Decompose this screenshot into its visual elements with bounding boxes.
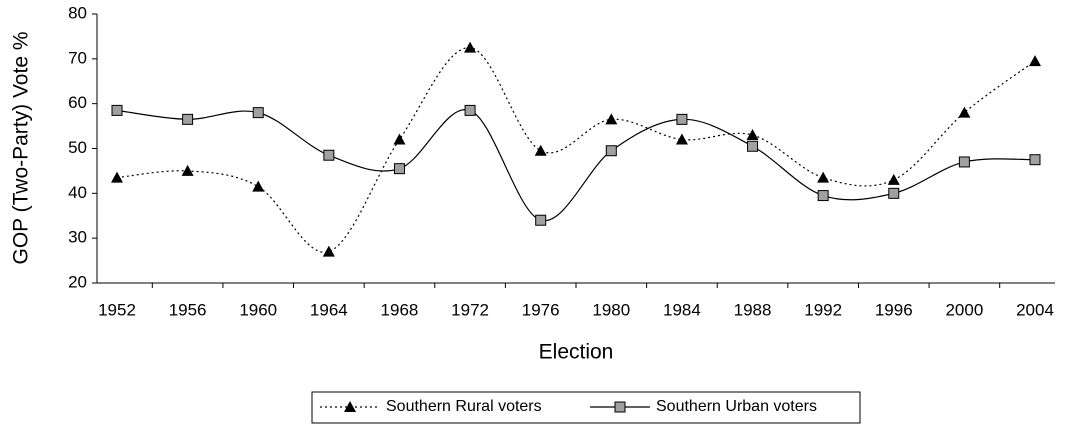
legend-marker [614, 401, 626, 413]
marker [464, 41, 477, 53]
marker [322, 245, 335, 257]
x-tick-label: 1972 [451, 300, 489, 319]
marker [111, 171, 123, 183]
marker [817, 171, 830, 183]
legend-marker [344, 401, 356, 412]
marker [887, 173, 900, 185]
x-tick-label: 1964 [310, 300, 348, 319]
marker [182, 113, 194, 125]
x-tick-label: 1988 [734, 300, 772, 319]
x-axis-label: Election [539, 341, 614, 364]
marker [1029, 55, 1041, 67]
x-tick-label: 1992 [804, 300, 842, 319]
y-tick-label: 80 [68, 3, 87, 22]
x-tick-label: 1984 [663, 300, 701, 319]
series-line [116, 47, 1036, 253]
marker [676, 113, 688, 125]
x-tick-label: 1980 [592, 300, 630, 319]
marker [675, 133, 688, 145]
x-tick-label: 2004 [1016, 300, 1054, 319]
marker [181, 164, 194, 176]
y-tick-label: 70 [68, 48, 87, 67]
y-tick-label: 20 [68, 272, 87, 291]
legend-label: Southern Urban voters [656, 398, 817, 415]
marker [535, 214, 547, 226]
x-tick-label: 1956 [169, 300, 207, 319]
marker [393, 163, 405, 175]
marker [393, 133, 406, 145]
legend-label: Southern Rural voters [386, 398, 542, 415]
series-line [116, 109, 1036, 222]
legend-box [311, 391, 861, 424]
marker [1029, 154, 1041, 166]
y-tick-label: 30 [68, 228, 87, 247]
marker [252, 107, 264, 119]
marker [958, 156, 970, 168]
marker [464, 104, 476, 116]
marker [252, 180, 265, 192]
x-tick-label: 1976 [522, 300, 560, 319]
marker [817, 190, 829, 202]
x-tick-label: 1996 [875, 300, 913, 319]
x-tick-label: 1952 [98, 300, 136, 319]
marker [534, 144, 547, 156]
y-axis-label: GOP (Two-Party) Vote % [10, 31, 33, 264]
y-tick-label: 40 [68, 183, 87, 202]
x-tick-label: 2000 [945, 300, 983, 319]
marker [746, 129, 759, 141]
marker [747, 140, 759, 152]
x-tick-label: 1968 [381, 300, 419, 319]
marker [111, 104, 123, 116]
marker [958, 106, 971, 118]
x-tick-label: 1960 [239, 300, 277, 319]
marker [888, 187, 900, 199]
y-tick-label: 50 [68, 138, 87, 157]
marker [605, 113, 618, 125]
marker [605, 145, 617, 157]
y-tick-label: 60 [68, 93, 87, 112]
marker [323, 149, 335, 161]
